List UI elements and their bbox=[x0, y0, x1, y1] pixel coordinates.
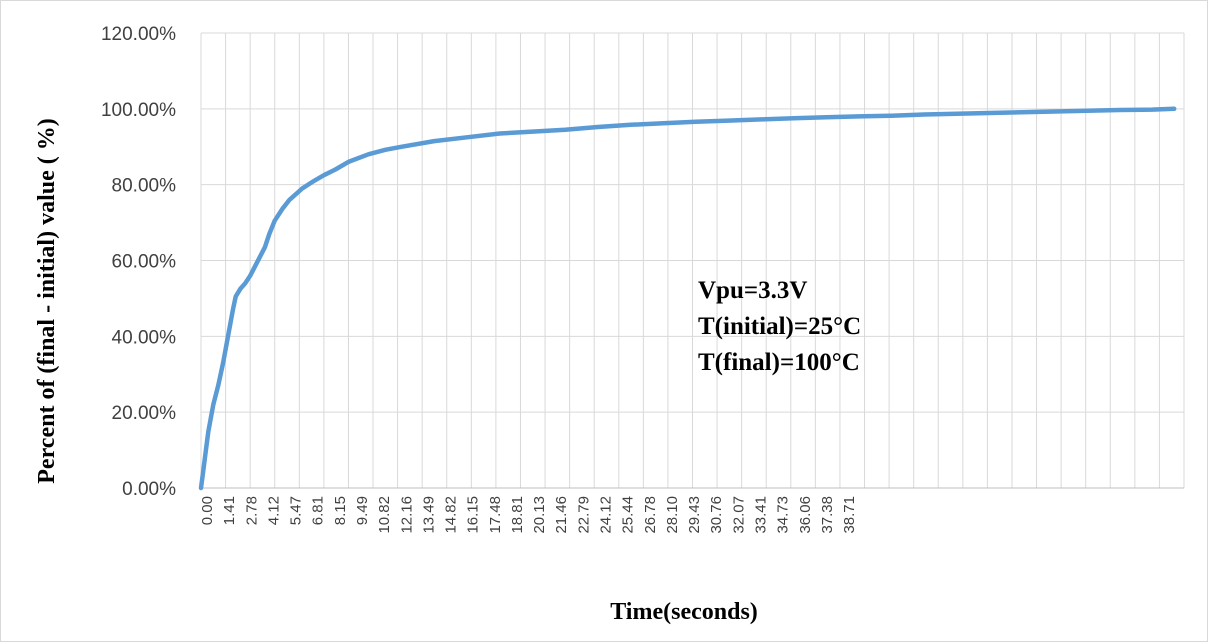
x-tick-label: 12.16 bbox=[398, 496, 415, 534]
x-tick-label: 6.81 bbox=[310, 496, 327, 525]
x-tick-label: 34.73 bbox=[775, 496, 792, 534]
y-tick-label: 40.00% bbox=[112, 327, 177, 348]
x-tick-label: 8.15 bbox=[332, 496, 349, 525]
x-tick-label: 21.46 bbox=[553, 496, 570, 534]
x-tick-label: 33.41 bbox=[753, 496, 770, 534]
x-tick-label: 32.07 bbox=[730, 496, 747, 534]
x-tick-labels: 0.00 1.41 2.78 4.12 5.47 6.81 8.15 9.49 10.82 12.… bbox=[199, 496, 858, 534]
y-tick-labels: 0.00% 20.00% 40.00% 60.00% 80.00% 100.00% 120.… bbox=[101, 24, 176, 500]
x-tick-label: 20.13 bbox=[531, 496, 548, 534]
x-tick-label: 22.79 bbox=[575, 496, 592, 534]
x-tick-label: 1.41 bbox=[221, 496, 238, 525]
x-tick-label: 0.00 bbox=[199, 496, 216, 525]
x-tick-label: 17.48 bbox=[487, 496, 504, 534]
annotation-line-2: T(initial)=25°C bbox=[698, 313, 861, 340]
x-tick-label: 38.71 bbox=[841, 496, 858, 534]
x-tick-label: 2.78 bbox=[243, 496, 260, 525]
x-tick-label: 18.81 bbox=[509, 496, 526, 534]
x-tick-label: 4.12 bbox=[265, 496, 282, 525]
annotation-line-1: Vpu=3.3V bbox=[698, 277, 807, 304]
x-tick-label: 9.49 bbox=[354, 496, 371, 525]
y-tick-label: 60.00% bbox=[112, 252, 177, 273]
y-axis-title: Percent of (final - initial) value ( %) bbox=[34, 118, 60, 483]
y-tick-label: 120.00% bbox=[101, 24, 176, 45]
x-tick-label: 30.76 bbox=[708, 496, 725, 534]
y-tick-label: 20.00% bbox=[112, 403, 177, 424]
x-tick-label: 16.15 bbox=[465, 496, 482, 534]
x-tick-label: 29.43 bbox=[686, 496, 703, 534]
x-tick-label: 13.49 bbox=[420, 496, 437, 534]
series-line bbox=[198, 106, 1177, 491]
y-tick-label: 80.00% bbox=[112, 176, 177, 197]
horizontal-gridlines bbox=[201, 32, 1184, 413]
y-tick-label: 100.00% bbox=[101, 100, 176, 121]
x-tick-label: 26.78 bbox=[642, 496, 659, 534]
x-tick-label: 5.47 bbox=[288, 496, 305, 525]
x-tick-label: 24.12 bbox=[598, 496, 615, 534]
x-tick-label: 25.44 bbox=[620, 496, 637, 534]
x-tick-label: 37.38 bbox=[819, 496, 836, 534]
y-tick-label: 0.00% bbox=[122, 479, 176, 500]
annotation-line-3: T(final)=100°C bbox=[698, 349, 860, 376]
x-tick-label: 14.82 bbox=[443, 496, 460, 534]
x-tick-label: 36.06 bbox=[797, 496, 814, 534]
x-tick-label: 10.82 bbox=[376, 496, 393, 534]
x-axis-title: Time(seconds) bbox=[610, 599, 758, 625]
x-tick-label: 28.10 bbox=[664, 496, 681, 534]
